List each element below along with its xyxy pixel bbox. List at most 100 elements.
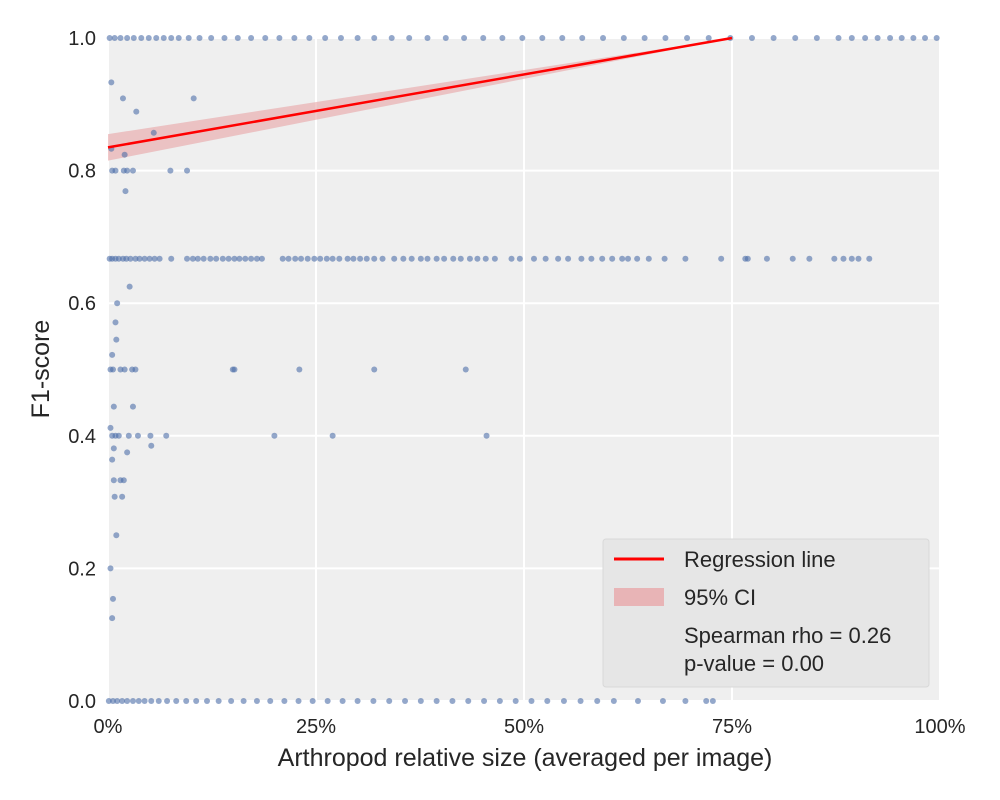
data-point [344,255,351,262]
data-point [115,255,122,262]
data-point [371,35,378,41]
data-point [298,255,305,262]
data-point [337,35,344,41]
data-point [126,283,133,290]
data-point [109,595,116,602]
data-point [792,35,799,41]
data-point [151,255,158,262]
data-point [480,35,487,41]
data-point [109,351,116,358]
data-point [253,698,260,704]
data-point [400,255,407,262]
data-point [124,698,131,704]
data-point [124,35,131,41]
legend: Regression line 95% CI Spearman rho = 0.… [602,538,930,688]
data-point [350,255,357,262]
data-point [163,432,170,439]
data-point [117,35,124,41]
data-point [813,35,820,41]
data-point [682,698,689,704]
data-point [659,698,666,704]
x-tick-label: 50% [504,716,544,738]
data-points [105,35,940,704]
data-point [370,698,377,704]
data-point [121,151,128,158]
data-point [474,255,481,262]
data-point [168,35,175,41]
data-point [110,477,117,484]
data-point [542,255,549,262]
data-point [155,698,162,704]
data-point [433,255,440,262]
data-point [620,35,627,41]
data-point [528,698,535,704]
data-point [322,35,329,41]
data-point [840,255,847,262]
data-point [539,35,546,41]
data-point [465,698,472,704]
data-point [109,456,116,463]
data-point [703,698,710,704]
data-point [625,255,631,262]
data-point [441,255,448,262]
data-point [483,432,490,439]
data-point [141,255,148,262]
data-point [508,255,515,262]
data-point [371,255,378,262]
data-point [291,35,298,41]
data-point [148,442,155,449]
data-point [559,35,566,41]
data-point [619,255,626,262]
data-point [565,255,572,262]
data-point [610,698,617,704]
data-point [482,255,489,262]
data-point [160,35,167,41]
data-point [114,300,121,307]
data-point [111,493,118,500]
data-point [129,167,136,174]
data-point [121,366,128,373]
data-point [874,35,881,41]
data-point [577,698,584,704]
data-point [491,255,498,262]
data-point [898,35,905,41]
data-point [150,129,157,136]
data-point [107,565,114,572]
data-point [391,255,398,262]
data-point [609,255,616,262]
data-point [207,255,214,262]
y-axis-label: F1-score [27,320,55,419]
data-point [386,698,393,704]
data-point [105,698,112,704]
data-point [153,35,160,41]
data-point [519,35,526,41]
data-point [240,698,247,704]
data-point [933,35,940,41]
data-point [578,255,585,262]
data-point [193,698,200,704]
data-point [594,698,601,704]
data-point [213,255,220,262]
data-point [324,698,331,704]
data-point [641,35,648,41]
data-point [208,35,215,41]
data-point [634,698,641,704]
data-point [317,255,324,262]
data-point [109,698,116,704]
data-point [200,255,207,262]
x-tick-label: 100% [914,716,965,738]
data-point [709,698,716,704]
data-point [806,255,813,262]
data-point [281,698,288,704]
data-point [922,35,929,41]
y-tick-label: 0.4 [68,426,96,448]
data-point [662,35,669,41]
data-point [129,403,136,410]
data-point [770,35,777,41]
data-point [329,432,336,439]
data-point [267,698,274,704]
data-point [124,449,131,456]
data-point [408,255,415,262]
data-point [424,35,431,41]
data-point [136,255,143,262]
